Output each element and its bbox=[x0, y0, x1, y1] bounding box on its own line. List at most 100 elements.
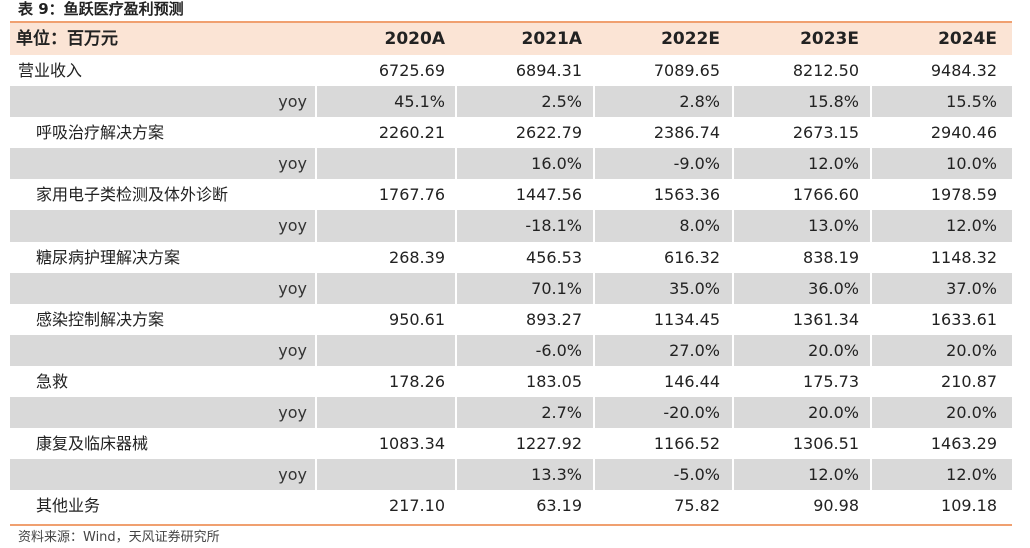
cell-2023E: 12.0% bbox=[808, 154, 859, 174]
header-year-2022E: 2022E bbox=[661, 29, 720, 49]
cell-2022E: 1563.36 bbox=[653, 185, 720, 205]
cell-2024E: 2940.46 bbox=[930, 123, 997, 143]
row-label: yoy bbox=[278, 403, 307, 423]
column-separator bbox=[870, 148, 872, 180]
bottom-rule bbox=[10, 524, 1012, 526]
cell-2022E: -5.0% bbox=[673, 465, 720, 485]
source-note: 资料来源：Wind，天风证券研究所 bbox=[18, 530, 220, 545]
header-year-2021A: 2021A bbox=[521, 29, 582, 49]
cell-2022E: 27.0% bbox=[669, 340, 720, 360]
cell-2022E: 616.32 bbox=[664, 247, 720, 267]
cell-2021A: 13.3% bbox=[531, 465, 582, 485]
cell-2020A: 6725.69 bbox=[378, 61, 445, 80]
column-separator bbox=[593, 86, 595, 118]
table-row: 急救 178.26 183.05 146.44 175.73 210.87 bbox=[10, 366, 1012, 397]
column-separator bbox=[315, 86, 317, 118]
cell-2024E: 1148.32 bbox=[930, 247, 997, 267]
cell-2020A: 45.1% bbox=[394, 92, 445, 112]
row-label: yoy bbox=[278, 92, 307, 112]
column-separator bbox=[455, 148, 457, 180]
cell-2020A: 178.26 bbox=[389, 371, 445, 391]
cell-2021A: -18.1% bbox=[525, 216, 582, 236]
column-separator bbox=[870, 210, 872, 242]
table-row-yoy: yoy -6.0% 27.0% 20.0% 20.0% bbox=[10, 334, 1012, 366]
table-row: 糖尿病护理解决方案 268.39 456.53 616.32 838.19 1148.32 bbox=[10, 242, 1012, 273]
cell-2021A: 2622.79 bbox=[515, 123, 582, 143]
column-separator bbox=[593, 210, 595, 242]
row-label: 营业收入 bbox=[18, 61, 83, 80]
cell-2024E: 20.0% bbox=[946, 340, 997, 360]
table-row-yoy: yoy 2.7% -20.0% 20.0% 20.0% bbox=[10, 397, 1012, 429]
cell-2021A: 6894.31 bbox=[515, 61, 582, 80]
cell-2021A: 2.5% bbox=[541, 92, 582, 112]
row-label: 家用电子类检测及体外诊断 bbox=[36, 185, 229, 205]
row-label: 呼吸治疗解决方案 bbox=[36, 123, 165, 143]
cell-2021A: 1447.56 bbox=[515, 185, 582, 205]
row-label: 糖尿病护理解决方案 bbox=[36, 247, 181, 267]
table-row-yoy: yoy 45.1% 2.5% 2.8% 15.8% 15.5% bbox=[10, 86, 1012, 118]
column-separator bbox=[455, 334, 457, 366]
table-row: 营业收入 6725.69 6894.31 7089.65 8212.50 9484.32 bbox=[10, 55, 1012, 86]
cell-2024E: 37.0% bbox=[946, 278, 997, 298]
column-separator bbox=[870, 334, 872, 366]
row-label: 其他业务 bbox=[36, 496, 101, 516]
column-separator bbox=[315, 397, 317, 429]
cell-2024E: 109.18 bbox=[941, 496, 997, 516]
cell-2021A: 70.1% bbox=[531, 278, 582, 298]
table-row: 呼吸治疗解决方案 2260.21 2622.79 2386.74 2673.15 2940… bbox=[10, 117, 1012, 148]
cell-2023E: 15.8% bbox=[808, 92, 859, 112]
cell-2023E: 838.19 bbox=[803, 247, 859, 267]
column-separator bbox=[732, 334, 734, 366]
header-year-2020A: 2020A bbox=[384, 29, 445, 49]
cell-2021A: 183.05 bbox=[526, 371, 582, 391]
cell-2023E: 20.0% bbox=[808, 403, 859, 423]
cell-2020A: 1083.34 bbox=[378, 434, 445, 454]
row-label: yoy bbox=[278, 278, 307, 298]
cell-2022E: 2386.74 bbox=[653, 123, 720, 143]
cell-2020A: 950.61 bbox=[389, 309, 445, 329]
table-row-yoy: yoy -18.1% 8.0% 13.0% 12.0% bbox=[10, 210, 1012, 242]
cell-2022E: 146.44 bbox=[664, 371, 720, 391]
cell-2020A: 1767.76 bbox=[378, 185, 445, 205]
column-separator bbox=[870, 397, 872, 429]
cell-2024E: 15.5% bbox=[946, 92, 997, 112]
column-separator bbox=[315, 210, 317, 242]
cell-2021A: 2.7% bbox=[541, 403, 582, 423]
column-separator bbox=[455, 459, 457, 491]
cell-2021A: 1227.92 bbox=[515, 434, 582, 454]
cell-2022E: 1134.45 bbox=[653, 309, 720, 329]
cell-2023E: 1306.51 bbox=[792, 434, 859, 454]
column-separator bbox=[455, 86, 457, 118]
cell-2023E: 20.0% bbox=[808, 340, 859, 360]
column-separator bbox=[732, 210, 734, 242]
row-label: yoy bbox=[278, 216, 307, 236]
cell-2022E: 7089.65 bbox=[653, 61, 720, 80]
column-separator bbox=[593, 397, 595, 429]
cell-2023E: 90.98 bbox=[813, 496, 859, 516]
cell-2024E: 1978.59 bbox=[930, 185, 997, 205]
column-separator bbox=[315, 272, 317, 304]
cell-2022E: -9.0% bbox=[673, 154, 720, 174]
column-separator bbox=[315, 459, 317, 491]
cell-2023E: 1361.34 bbox=[792, 309, 859, 329]
row-label: yoy bbox=[278, 154, 307, 174]
cell-2021A: 456.53 bbox=[526, 247, 582, 267]
table-header: 单位：百万元 2020A 2021A 2022E 2023E 2024E bbox=[10, 23, 1012, 55]
cell-2023E: 2673.15 bbox=[792, 123, 859, 143]
header-unit: 单位：百万元 bbox=[16, 29, 118, 49]
column-separator bbox=[455, 272, 457, 304]
cell-2024E: 210.87 bbox=[941, 371, 997, 391]
cell-2022E: 1166.52 bbox=[653, 434, 720, 454]
cell-2021A: -6.0% bbox=[535, 340, 582, 360]
table-row: 家用电子类检测及体外诊断 1767.76 1447.56 1563.36 1766.60… bbox=[10, 179, 1012, 210]
cell-2020A: 2260.21 bbox=[378, 123, 445, 143]
cell-2022E: 35.0% bbox=[669, 278, 720, 298]
cell-2024E: 1633.61 bbox=[930, 309, 997, 329]
cell-2023E: 1766.60 bbox=[792, 185, 859, 205]
row-label: yoy bbox=[278, 465, 307, 485]
cell-2021A: 16.0% bbox=[531, 154, 582, 174]
cell-2022E: 2.8% bbox=[679, 92, 720, 112]
table-title: 表 9：鱼跃医疗盈利预测 bbox=[18, 0, 184, 18]
cell-2022E: -20.0% bbox=[663, 403, 720, 423]
table-row-yoy: yoy 13.3% -5.0% 12.0% 12.0% bbox=[10, 459, 1012, 491]
